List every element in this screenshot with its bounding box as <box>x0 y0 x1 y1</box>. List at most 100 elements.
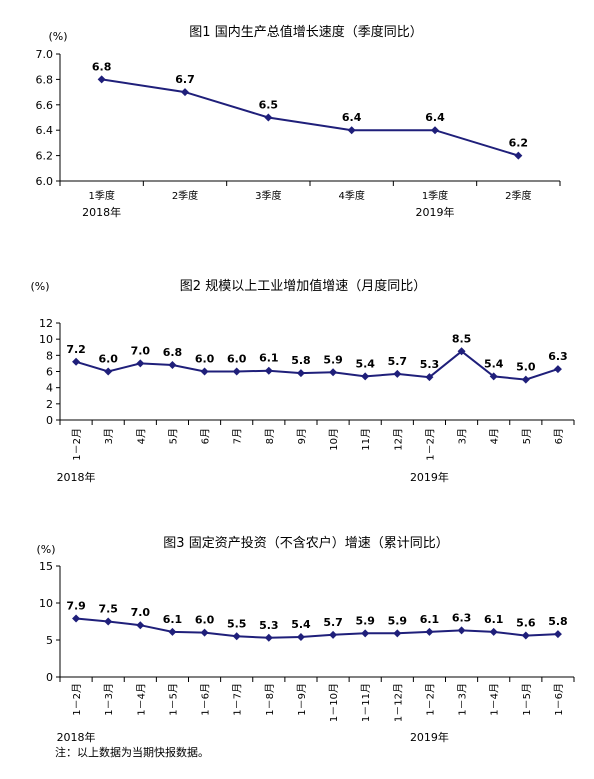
chart2-year-label: 2018年 <box>57 470 96 484</box>
chart2-x-tick-label: 10月 <box>328 428 340 451</box>
chart2-y-tick-label: 2 <box>46 398 53 411</box>
chart3-year-label: 2018年 <box>57 730 96 744</box>
chart1-year-label: 2018年 <box>82 205 121 219</box>
chart3-title: 图3 固定资产投资（不含农户）增速（累计同比） <box>163 535 448 551</box>
chart2-data-point <box>553 365 562 374</box>
chart2-x-tick-label: 5月 <box>521 428 533 444</box>
chart2-y-tick-label: 4 <box>46 382 53 395</box>
chart3-data-point <box>489 627 498 636</box>
chart1-data-point <box>347 126 356 135</box>
chart3-data-point <box>264 633 273 642</box>
chart3-data-label: 5.8 <box>548 615 568 628</box>
chart1-title: 图1 国内生产总值增长速度（季度同比） <box>189 24 422 40</box>
chart3-y-tick-label: 5 <box>46 634 53 647</box>
chart2-x-tick-label: 3月 <box>457 428 469 444</box>
chart1-x-tick-label: 2季度 <box>172 189 198 202</box>
chart2-x-tick-label: 1－2月 <box>71 428 83 461</box>
chart1-unit-label: (%) <box>48 30 67 43</box>
chart2-x-tick-label: 6月 <box>200 428 212 444</box>
chart3-y-tick-label: 15 <box>39 560 53 573</box>
chart2-y-tick-label: 6 <box>46 366 53 379</box>
chart3-year-label: 2019年 <box>410 730 449 744</box>
chart2-data-point <box>489 372 498 381</box>
chart2-unit-label: (%) <box>30 280 49 293</box>
chart3-x-tick-label: 1－5月 <box>167 683 179 716</box>
chart3-series-line <box>76 617 558 639</box>
chart2-data-point <box>200 367 209 376</box>
chart3-data-label: 6.1 <box>420 613 440 626</box>
chart1-data-label: 6.7 <box>175 73 195 86</box>
chart3-x-tick-label: 1－10月 <box>328 683 340 722</box>
chart2-data-label: 5.4 <box>484 357 504 370</box>
chart3-x-tick-label: 1－8月 <box>264 683 276 716</box>
chart2-data-label: 6.0 <box>195 353 215 366</box>
chart2-data-label: 5.0 <box>516 361 536 374</box>
chart2-x-tick-label: 6月 <box>553 428 565 444</box>
chart1-series-line <box>101 78 519 157</box>
chart1-data-point <box>514 151 523 160</box>
chart3-x-tick-label: 1－6月 <box>553 683 565 716</box>
chart1-data-point <box>264 113 273 122</box>
chart3-x-tick-label: 1－3月 <box>457 683 469 716</box>
chart3-y-tick-label: 10 <box>39 597 53 610</box>
chart3-data-label: 5.9 <box>355 614 375 627</box>
chart2-data-label: 6.8 <box>163 346 183 359</box>
chart2-data-label: 6.3 <box>548 350 568 363</box>
chart2-data-point <box>393 369 402 378</box>
chart3-data-point <box>425 627 434 636</box>
chart2-x-tick-label: 4月 <box>135 428 147 444</box>
chart2-data-label: 7.2 <box>66 343 86 356</box>
chart1-y-tick-label: 6.0 <box>36 175 54 188</box>
chart2-data-point <box>72 357 81 366</box>
chart2-x-tick-label: 8月 <box>264 428 276 444</box>
chart3-data-point <box>393 629 402 638</box>
chart2-x-tick-label: 11月 <box>360 428 372 451</box>
chart2-data-label: 5.7 <box>388 355 408 368</box>
chart3-data-label: 6.0 <box>195 614 215 627</box>
chart1-x-tick-label: 4季度 <box>338 189 364 202</box>
chart3-x-tick-label: 1－9月 <box>296 683 308 716</box>
chart2-x-tick-label: 3月 <box>103 428 115 444</box>
chart2-data-label: 6.1 <box>259 352 279 365</box>
chart2-data-point <box>264 366 273 375</box>
chart3-data-label: 6.3 <box>452 611 472 624</box>
chart3-x-tick-label: 1－6月 <box>200 683 212 716</box>
chart1-x-tick-label: 3季度 <box>255 189 281 202</box>
chart1-y-tick-label: 6.4 <box>36 124 54 137</box>
chart1-year-label: 2019年 <box>416 205 455 219</box>
chart2-data-label: 5.8 <box>291 354 311 367</box>
chart2-y-tick-label: 8 <box>46 349 53 362</box>
chart2-data-point <box>296 369 305 378</box>
chart2-x-tick-label: 4月 <box>489 428 501 444</box>
chart3-data-point <box>521 631 530 640</box>
chart2-data-point <box>232 367 241 376</box>
chart3-data-point <box>72 614 81 623</box>
chart2-data-point <box>361 372 370 381</box>
chart3-data-point <box>329 630 338 639</box>
chart3-data-label: 7.9 <box>66 600 86 613</box>
chart2-data-label: 5.9 <box>323 353 343 366</box>
chart3-data-label: 5.5 <box>227 617 247 630</box>
chart2-y-tick-label: 0 <box>46 414 53 427</box>
chart3-data-label: 5.6 <box>516 617 536 630</box>
chart2-data-point <box>136 359 145 368</box>
chart3-data-label: 5.9 <box>388 614 408 627</box>
chart2-title: 图2 规模以上工业增加值增速（月度同比） <box>180 278 426 294</box>
chart3-data-label: 5.3 <box>259 619 279 632</box>
chart1-y-tick-label: 7.0 <box>36 48 54 61</box>
chart3-x-tick-label: 1－3月 <box>103 683 115 716</box>
footnote: 注：以上数据为当期快报数据。 <box>55 746 209 759</box>
chart3-data-point <box>104 617 113 626</box>
chart1-data-point <box>431 126 439 135</box>
chart3-x-tick-label: 1－12月 <box>392 683 404 722</box>
chart3-data-point <box>296 633 305 642</box>
chart2-year-label: 2019年 <box>410 470 449 484</box>
chart2-data-label: 7.0 <box>131 344 151 357</box>
chart3-data-point <box>361 629 370 638</box>
chart2-series-line <box>75 350 559 381</box>
chart3-data-point <box>168 627 177 636</box>
chart3-data-point <box>136 621 145 630</box>
chart3-data-label: 6.1 <box>484 613 504 626</box>
chart3-data-label: 5.7 <box>323 616 343 629</box>
